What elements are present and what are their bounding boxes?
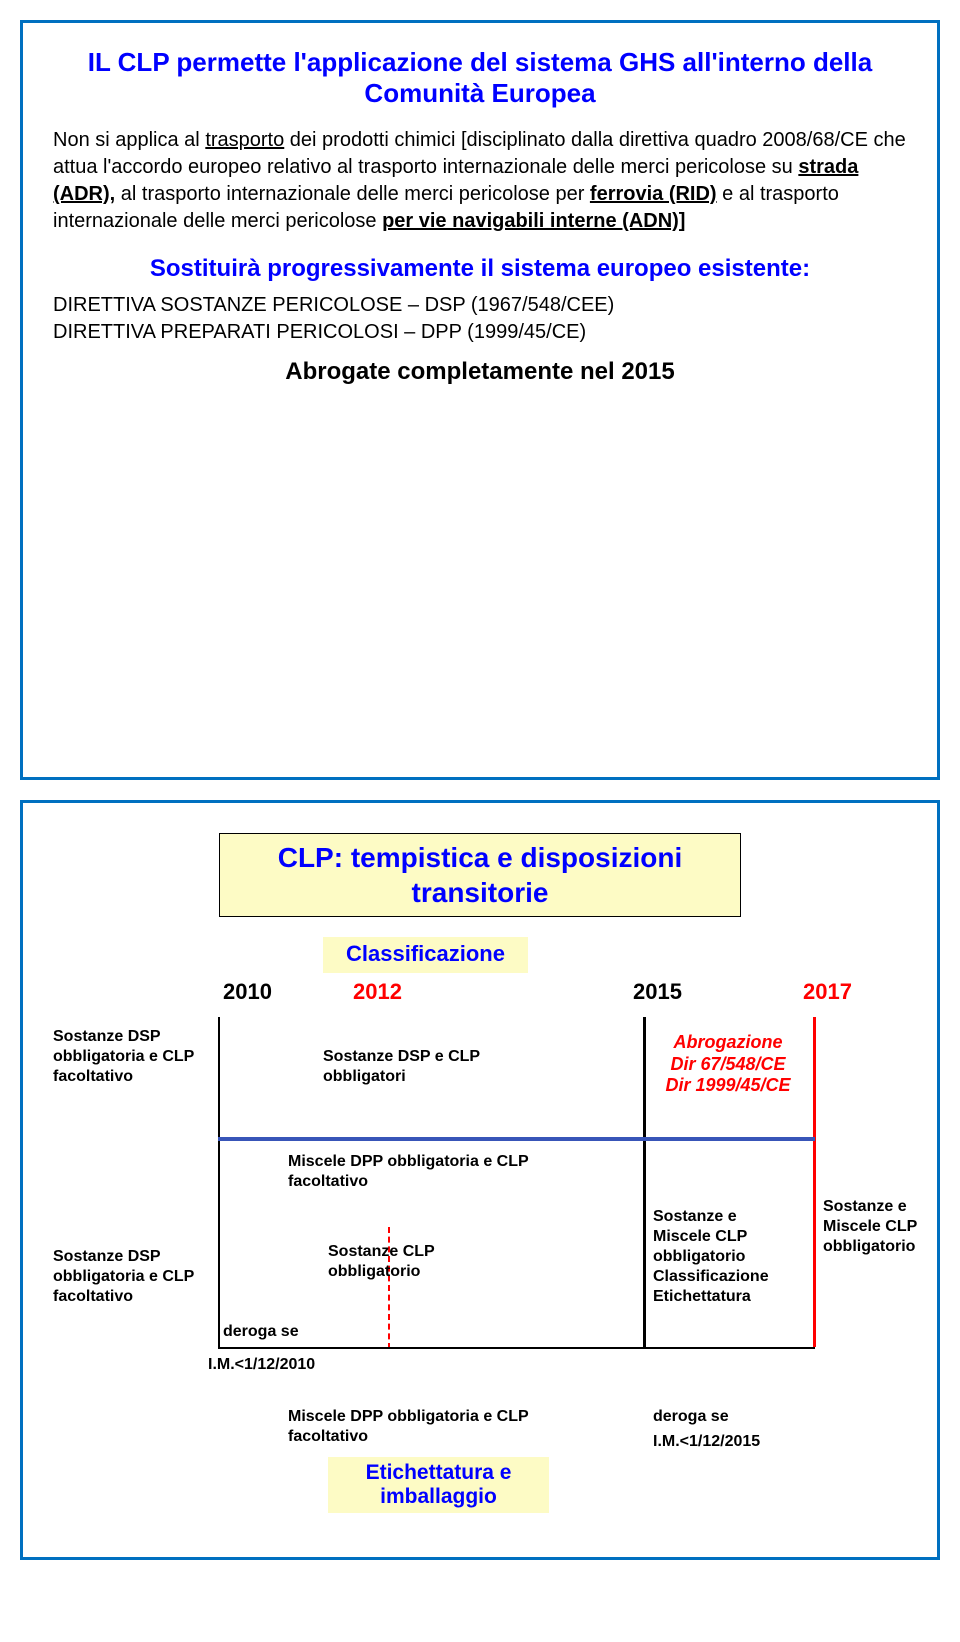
slide-2: CLP: tempistica e disposizioni transitor…: [20, 800, 940, 1560]
hline-bottom: [218, 1347, 815, 1349]
note-sm-clp-right: Sostanze e Miscele CLP obbligatorio: [823, 1197, 943, 1257]
hline-blue: [218, 1137, 815, 1141]
note-sost-clp: Sostanze CLP obbligatorio: [328, 1242, 478, 1282]
vline-2010: [218, 1017, 220, 1347]
word-ferrovia: ferrovia (RID): [590, 183, 717, 205]
para-lead: Non si applica al: [53, 129, 205, 151]
slide1-title: IL CLP permette l'applicazione del siste…: [53, 47, 907, 109]
abrog-line2: Dir 67/548/CE: [648, 1054, 808, 1076]
year-2010: 2010: [223, 979, 272, 1005]
abrog-line3: Dir 1999/45/CE: [648, 1075, 808, 1097]
directive-1: DIRETTIVA SOSTANZE PERICOLOSE – DSP (196…: [53, 294, 907, 317]
para-rest2: al trasporto internazionale delle merci …: [115, 183, 590, 205]
note-dsp-clp: Sostanze DSP e CLP obbligatori: [323, 1047, 493, 1087]
timeline-stage: Classificazione 2010 2012 2015 2017 Sost…: [53, 927, 907, 1547]
note-deroga2: deroga se: [653, 1407, 729, 1427]
slide-1: IL CLP permette l'applicazione del siste…: [20, 20, 940, 780]
note-dsp-bot: Sostanze DSP obbligatoria e CLP facoltat…: [53, 1247, 203, 1307]
year-2012: 2012: [353, 979, 402, 1005]
slide2-title: CLP: tempistica e disposizioni transitor…: [219, 833, 741, 917]
note-sm-clp-mid: Sostanze e Miscele CLP obbligatorio Clas…: [653, 1207, 798, 1307]
classificazione-label: Classificazione: [323, 937, 528, 973]
note-misc-dpp2: Miscele DPP obbligatoria e CLP facoltati…: [288, 1407, 548, 1447]
note-misc-dpp1: Miscele DPP obbligatoria e CLP facoltati…: [288, 1152, 548, 1192]
vline-2015: [643, 1017, 646, 1347]
year-2017: 2017: [803, 979, 852, 1005]
slide1-paragraph: Non si applica al trasporto dei prodotti…: [53, 127, 907, 235]
word-trasporto: trasporto: [205, 129, 284, 151]
note-im2: I.M.<1/12/2015: [653, 1432, 760, 1452]
word-vie: per vie navigabili interne (ADN)]: [382, 210, 685, 232]
abrog-line1: Abrogazione: [648, 1032, 808, 1054]
slide1-subtitle: Sostituirà progressivamente il sistema e…: [53, 255, 907, 284]
note-dsp-top: Sostanze DSP obbligatoria e CLP facoltat…: [53, 1027, 203, 1087]
year-2015: 2015: [633, 979, 682, 1005]
directive-2: DIRETTIVA PREPARATI PERICOLOSI – DPP (19…: [53, 321, 907, 344]
abrogazione-box: Abrogazione Dir 67/548/CE Dir 1999/45/CE: [648, 1032, 808, 1097]
note-im1: I.M.<1/12/2010: [208, 1355, 315, 1375]
etichettatura-box: Etichettatura e imballaggio: [328, 1457, 549, 1513]
vline-2017: [813, 1017, 816, 1347]
abrogate-line: Abrogate completamente nel 2015: [53, 358, 907, 386]
note-deroga1: deroga se: [223, 1322, 299, 1342]
